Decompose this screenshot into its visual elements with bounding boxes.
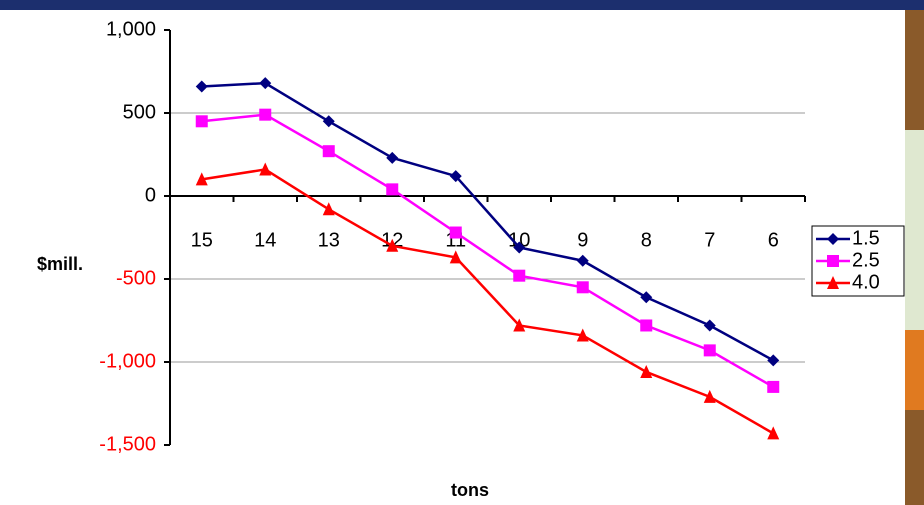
side-image-part [905, 130, 924, 330]
x-tick-label: 15 [191, 229, 213, 251]
marker [576, 281, 589, 294]
legend-label: 2.5 [852, 249, 880, 271]
marker [513, 318, 526, 332]
marker [449, 170, 462, 183]
x-axis-label: tons [451, 480, 489, 500]
marker [767, 354, 780, 367]
marker [576, 254, 589, 267]
marker [195, 172, 208, 186]
x-tick-label: 8 [641, 229, 652, 251]
marker [576, 328, 589, 342]
marker [513, 269, 526, 282]
y-tick-label: 500 [123, 101, 156, 123]
y-tick-label: 1,000 [106, 18, 156, 40]
marker [703, 344, 716, 357]
marker [386, 238, 399, 252]
x-tick-label: 13 [318, 229, 340, 251]
x-tick-label: 7 [704, 229, 715, 251]
y-tick-label: -1,000 [99, 350, 156, 372]
y-axis-label: $mill. [37, 254, 83, 274]
x-tick-label: 14 [254, 229, 276, 251]
x-tick-label: 10 [508, 229, 530, 251]
y-tick-label: -500 [116, 267, 156, 289]
legend-label: 4.0 [852, 271, 880, 293]
series-line [201, 81, 774, 362]
marker [259, 162, 272, 176]
y-tick-label: 0 [145, 184, 156, 206]
marker [767, 380, 780, 393]
marker [449, 226, 462, 239]
x-tick-label: 9 [577, 229, 588, 251]
x-tick-label: 6 [768, 229, 779, 251]
top-band [0, 0, 924, 10]
marker [703, 389, 716, 403]
marker [259, 108, 272, 121]
marker [640, 291, 653, 304]
marker [449, 250, 462, 264]
marker [703, 319, 716, 332]
marker [386, 183, 399, 196]
y-tick-label: -1,500 [99, 433, 156, 455]
marker [259, 77, 272, 90]
marker [827, 255, 839, 267]
marker [195, 80, 208, 93]
legend-label: 1.5 [852, 227, 880, 249]
marker [513, 241, 526, 254]
marker [195, 115, 208, 128]
side-image-part [905, 330, 924, 410]
marker [827, 233, 839, 245]
marker [640, 364, 653, 378]
marker [386, 151, 399, 164]
marker [827, 276, 839, 289]
marker [767, 426, 780, 440]
series-line [201, 168, 774, 435]
marker [322, 202, 335, 216]
marker [322, 115, 335, 128]
marker [322, 145, 335, 158]
marker [640, 319, 653, 332]
series-line [201, 113, 774, 388]
